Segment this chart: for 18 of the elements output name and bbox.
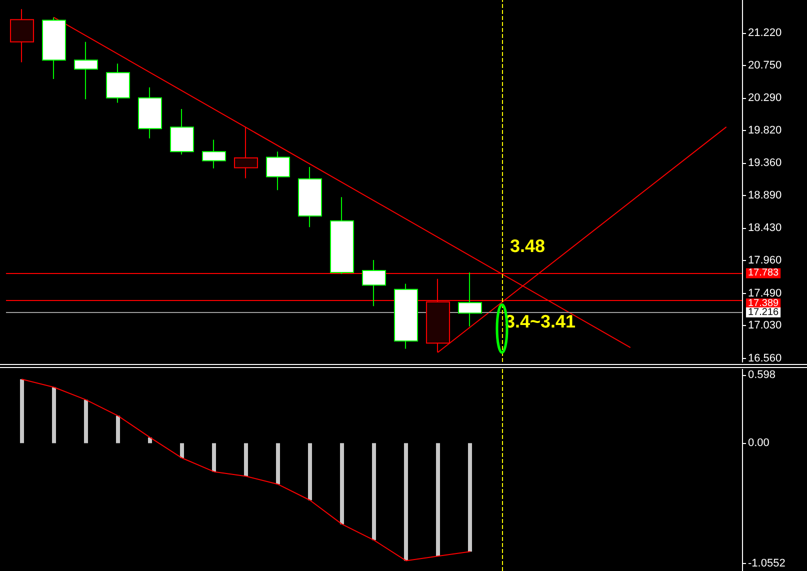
ref-line-label: 17.783 (748, 268, 780, 279)
y-tick-label: 21.220 (748, 26, 782, 39)
y-tick-label: 0.00 (748, 437, 770, 450)
y-tick-label: -1.0552 (748, 558, 786, 570)
y-tick-label: 18.430 (748, 222, 782, 234)
y-tick-label: 18.890 (748, 190, 782, 202)
y-tick-label: 0.598 (748, 368, 776, 381)
y-tick-label: 20.290 (748, 92, 782, 104)
y-tick-label: 20.750 (748, 60, 782, 72)
ref-line-label: 17.216 (748, 306, 780, 318)
y-tick-label: 16.560 (748, 352, 782, 364)
y-tick-label: 17.490 (748, 288, 782, 300)
annotation: 3.48 (510, 236, 546, 256)
y-tick-label: 19.360 (748, 156, 782, 169)
y-tick-label: 17.030 (748, 320, 782, 332)
y-tick-label: 17.960 (748, 254, 782, 267)
ref-line-label: 17.389 (748, 298, 780, 309)
y-tick-label: 19.820 (748, 124, 782, 137)
